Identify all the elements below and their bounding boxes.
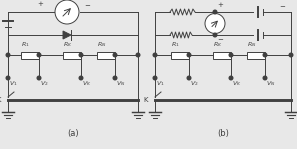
Text: $V_N$: $V_N$ [266, 79, 275, 88]
Circle shape [136, 53, 140, 57]
Circle shape [263, 53, 267, 57]
Circle shape [153, 76, 157, 80]
Text: $-$: $-$ [279, 2, 286, 8]
Text: $R_N$: $R_N$ [97, 40, 107, 49]
Text: $-$: $-$ [217, 35, 224, 41]
Text: K: K [143, 97, 148, 103]
Circle shape [113, 76, 117, 80]
Circle shape [113, 53, 117, 57]
Text: $R_N$: $R_N$ [247, 40, 257, 49]
Circle shape [229, 76, 233, 80]
Bar [213, 52, 231, 59]
Circle shape [289, 53, 293, 57]
Text: $R_K$: $R_K$ [63, 40, 73, 49]
Circle shape [153, 53, 157, 57]
Circle shape [229, 53, 233, 57]
Circle shape [213, 33, 217, 37]
Circle shape [55, 0, 79, 24]
Circle shape [205, 14, 225, 34]
Text: (a): (a) [67, 129, 79, 138]
Polygon shape [63, 31, 71, 39]
Text: $V_N$: $V_N$ [116, 79, 125, 88]
Circle shape [213, 10, 217, 14]
Text: $R_1$: $R_1$ [171, 40, 179, 49]
Circle shape [79, 76, 83, 80]
Text: $V_K$: $V_K$ [232, 79, 241, 88]
Circle shape [79, 53, 83, 57]
Bar [63, 52, 81, 59]
Circle shape [37, 76, 41, 80]
Bar [21, 52, 39, 59]
Text: $V_1$: $V_1$ [156, 79, 165, 88]
Text: +: + [217, 2, 223, 8]
Text: $-$: $-$ [84, 1, 91, 7]
Text: $V_2$: $V_2$ [40, 79, 49, 88]
Text: $V_K$: $V_K$ [82, 79, 91, 88]
Text: $V_2$: $V_2$ [190, 79, 199, 88]
Text: $R_1$: $R_1$ [20, 40, 29, 49]
Circle shape [187, 76, 191, 80]
Circle shape [263, 76, 267, 80]
Bar [171, 52, 189, 59]
Bar [247, 52, 265, 59]
Circle shape [187, 53, 191, 57]
Circle shape [6, 53, 10, 57]
Text: $V_1$: $V_1$ [9, 79, 18, 88]
Text: +: + [37, 1, 43, 7]
Circle shape [37, 53, 41, 57]
Text: $R_K$: $R_K$ [213, 40, 223, 49]
Text: (b): (b) [217, 129, 229, 138]
Bar [97, 52, 115, 59]
Text: K: K [0, 97, 1, 103]
Circle shape [6, 76, 10, 80]
